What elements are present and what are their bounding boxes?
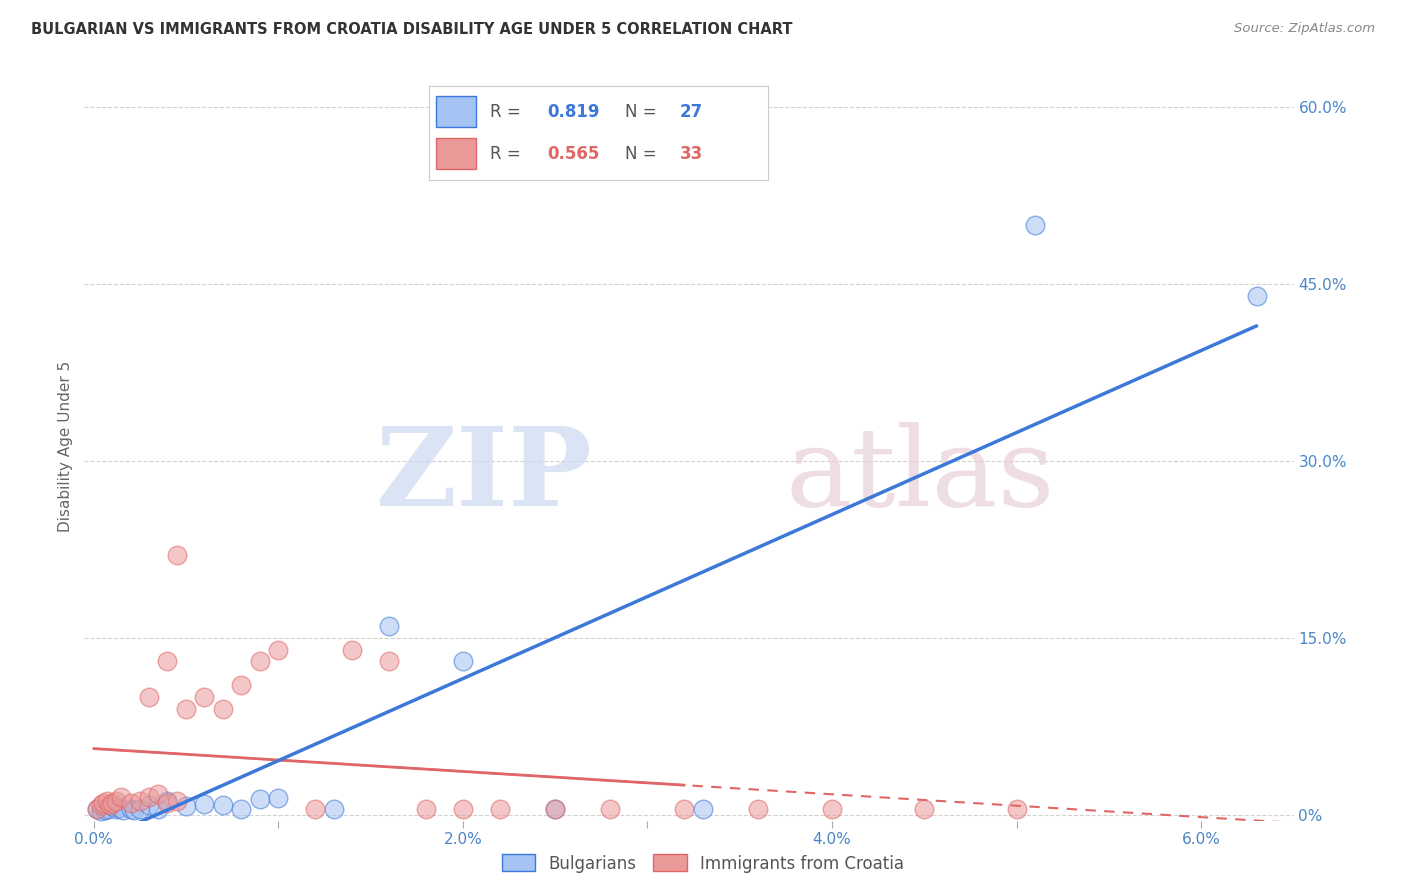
Point	[249, 654, 271, 668]
Point	[193, 797, 215, 811]
Point	[104, 802, 127, 816]
Point	[912, 802, 935, 816]
Point	[267, 642, 290, 657]
Point	[599, 802, 621, 816]
Point	[340, 642, 363, 657]
Point	[174, 701, 197, 715]
Point	[1005, 802, 1028, 816]
Point	[104, 794, 127, 808]
Point	[110, 790, 132, 805]
Point	[86, 802, 108, 816]
Point	[193, 690, 215, 704]
Point	[166, 548, 188, 562]
Point	[211, 701, 233, 715]
Point	[112, 803, 135, 817]
Point	[231, 802, 253, 816]
Point	[101, 799, 124, 814]
Point	[1246, 288, 1268, 302]
Point	[122, 803, 145, 817]
Point	[747, 802, 769, 816]
Point	[101, 796, 124, 810]
Point	[156, 794, 179, 808]
Text: BULGARIAN VS IMMIGRANTS FROM CROATIA DISABILITY AGE UNDER 5 CORRELATION CHART: BULGARIAN VS IMMIGRANTS FROM CROATIA DIS…	[31, 22, 793, 37]
Point	[267, 791, 290, 805]
Point	[120, 796, 142, 810]
Legend: Bulgarians, Immigrants from Croatia: Bulgarians, Immigrants from Croatia	[495, 847, 911, 880]
Point	[91, 796, 114, 810]
Point	[211, 798, 233, 813]
Point	[138, 690, 160, 704]
Point	[108, 800, 131, 814]
Text: ZIP: ZIP	[375, 423, 592, 530]
Text: atlas: atlas	[786, 423, 1056, 530]
Point	[231, 678, 253, 692]
Point	[249, 792, 271, 806]
Point	[156, 796, 179, 810]
Point	[138, 798, 160, 813]
Point	[544, 802, 567, 816]
Point	[138, 790, 160, 805]
Point	[93, 803, 115, 817]
Point	[415, 802, 437, 816]
Y-axis label: Disability Age Under 5: Disability Age Under 5	[58, 360, 73, 532]
Point	[128, 802, 150, 816]
Point	[96, 794, 118, 808]
Point	[451, 802, 474, 816]
Point	[148, 802, 170, 816]
Point	[673, 802, 696, 816]
Point	[451, 654, 474, 668]
Point	[156, 654, 179, 668]
Point	[128, 794, 150, 808]
Point	[97, 802, 120, 816]
Point	[98, 798, 121, 813]
Point	[166, 794, 188, 808]
Point	[692, 802, 714, 816]
Point	[544, 802, 567, 816]
Point	[86, 802, 108, 816]
Point	[174, 799, 197, 814]
Point	[90, 804, 112, 818]
Point	[378, 654, 401, 668]
Point	[1024, 218, 1046, 232]
Point	[378, 619, 401, 633]
Point	[322, 802, 344, 816]
Text: Source: ZipAtlas.com: Source: ZipAtlas.com	[1234, 22, 1375, 36]
Point	[148, 787, 170, 801]
Point	[488, 802, 510, 816]
Point	[90, 798, 112, 813]
Point	[304, 802, 326, 816]
Point	[120, 802, 142, 816]
Point	[821, 802, 844, 816]
